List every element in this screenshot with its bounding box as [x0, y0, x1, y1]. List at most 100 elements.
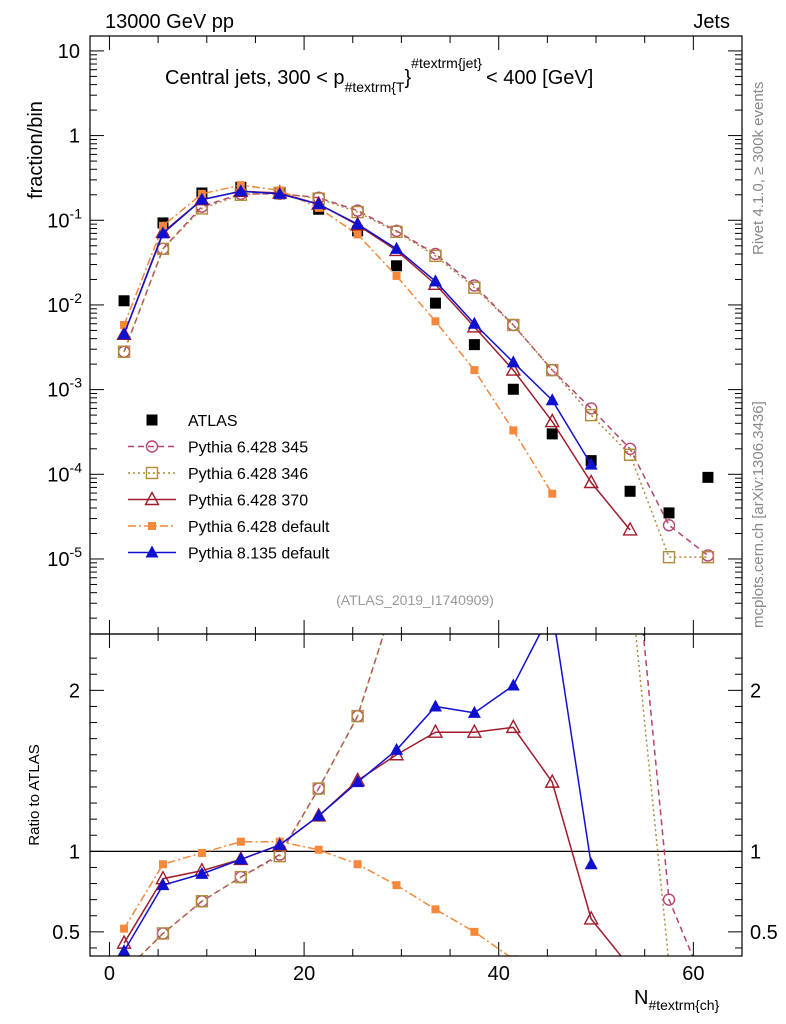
series-5-point [156, 226, 170, 239]
legend-entry: Pythia 6.428 346 [128, 466, 308, 483]
series-5-point [428, 274, 442, 287]
chart-title: Central jets, 300 < p#textrm{T}#textrm{j… [165, 55, 593, 95]
series-3-ratio-point [544, 773, 560, 788]
series-4-ratio-point [314, 845, 323, 854]
main-frame [89, 35, 743, 635]
series-2-point [662, 550, 676, 564]
x-axis-label-main: N [634, 987, 648, 1009]
ratio-y-tick-label: 1 [69, 841, 80, 863]
series-3-ratio-point [466, 723, 483, 738]
series-5-point [584, 457, 598, 470]
ratio-y-tick-label-right: 1 [750, 841, 761, 863]
series-1-ratio-point [119, 967, 130, 978]
series-5-point [273, 186, 287, 199]
series-2-point [546, 363, 559, 377]
series-3-point [583, 474, 599, 489]
mcplots-label: mcplots.cern.ch [arXiv:1306.3436] [750, 401, 767, 628]
y-tick-label: 10-1 [47, 205, 82, 232]
series-4-point [470, 366, 479, 375]
series-2-ratio-point [119, 967, 130, 978]
series-2-ratio-point [547, 89, 558, 100]
rivet-label: Rivet 4.1.0, ≥ 300k events [750, 82, 767, 255]
series-2-point [507, 318, 520, 332]
ratio-y-axis-label: Ratio to ATLAS [26, 744, 43, 845]
series-5-ratio-point [117, 944, 131, 956]
series-1-ratio-point [662, 893, 676, 906]
main-plot-area [116, 181, 715, 564]
series-2-point [701, 550, 715, 564]
ratio-y-tick-label-right: 0.5 [750, 922, 778, 944]
series-4-ratio-point [392, 881, 401, 890]
series-2-ratio-point [508, 89, 519, 100]
legend-marker [145, 545, 159, 558]
x-tick-label: 0 [104, 963, 115, 985]
series-4-point [353, 230, 362, 239]
series-5-ratio-point [195, 866, 209, 879]
title-subscript: #textrm{T [345, 79, 405, 95]
y-axis-label: fraction/bin [25, 101, 47, 199]
series-5-ratio-point [273, 837, 287, 850]
x-axis-label: N#textrm{ch} [634, 987, 720, 1013]
series-2-ratio-point [312, 782, 325, 795]
atlas-point [118, 295, 130, 307]
series-4-point [509, 426, 518, 435]
series-4-point [392, 271, 401, 280]
legend-label: Pythia 6.428 370 [188, 493, 308, 510]
series-4-ratio-point [470, 927, 479, 936]
series-5-ratio-point [234, 852, 248, 865]
series-1-ratio-line [139, 634, 694, 956]
series-2-ratio-point [469, 202, 480, 213]
legend-entry: ATLAS [146, 413, 238, 430]
series-2-line [123, 192, 708, 558]
series-5-point [545, 393, 559, 406]
series-4-ratio-line [123, 840, 511, 956]
series-1-ratio-point [469, 202, 480, 213]
series-5-point [117, 327, 131, 340]
x-tick-label: 20 [293, 963, 315, 985]
series-5-ratio-point [428, 699, 442, 712]
series-5-ratio-point [351, 775, 365, 788]
series-5-point [351, 217, 365, 230]
series-4-point [431, 317, 440, 326]
series-2-ratio-point [430, 395, 441, 406]
series-3-ratio-point [427, 723, 444, 738]
series-5-point [467, 316, 481, 329]
series-2-ratio-point [625, 572, 636, 583]
series-5-ratio-point [546, 603, 559, 615]
legend-marker [146, 414, 158, 426]
legend-label: Pythia 6.428 346 [188, 466, 308, 483]
atlas-point [468, 339, 480, 351]
series-5-ratio-point [156, 878, 170, 891]
atlas-point [546, 428, 558, 440]
series-5-ratio-point [584, 857, 598, 870]
legend-marker [144, 491, 160, 506]
series-2-ratio-point [273, 849, 286, 863]
y-tick-label: 10-3 [47, 375, 82, 402]
x-tick-label: 60 [682, 963, 704, 985]
series-1-point [662, 519, 676, 532]
legend-label: Pythia 6.428 default [188, 519, 330, 536]
series-1-ratio-point [547, 89, 558, 100]
y-tick-label: 10 [58, 41, 80, 63]
y-tick-label: 10-4 [47, 459, 82, 486]
legend-entry: Pythia 6.428 345 [128, 440, 308, 457]
series-3-point [622, 521, 638, 536]
series-4-ratio-point [353, 860, 362, 869]
legend-marker [148, 522, 156, 530]
series-4-ratio-point [197, 848, 206, 857]
y-tick-label: 1 [69, 126, 80, 148]
series-2-point [623, 448, 637, 461]
legend-label: Pythia 8.135 default [188, 546, 330, 563]
legend-entry: Pythia 8.135 default [128, 545, 330, 563]
legend-label: ATLAS [188, 413, 238, 430]
series-5-point [312, 197, 326, 210]
series-3-point [544, 413, 560, 428]
atlas-point [624, 485, 636, 497]
series-2-point [584, 408, 598, 422]
atlas-point [429, 297, 441, 309]
series-3-ratio-point [624, 960, 637, 972]
series-2-ratio-point [156, 927, 170, 940]
series-1-point [117, 345, 131, 358]
series-3-point [505, 361, 521, 376]
atlas-point [702, 471, 714, 483]
